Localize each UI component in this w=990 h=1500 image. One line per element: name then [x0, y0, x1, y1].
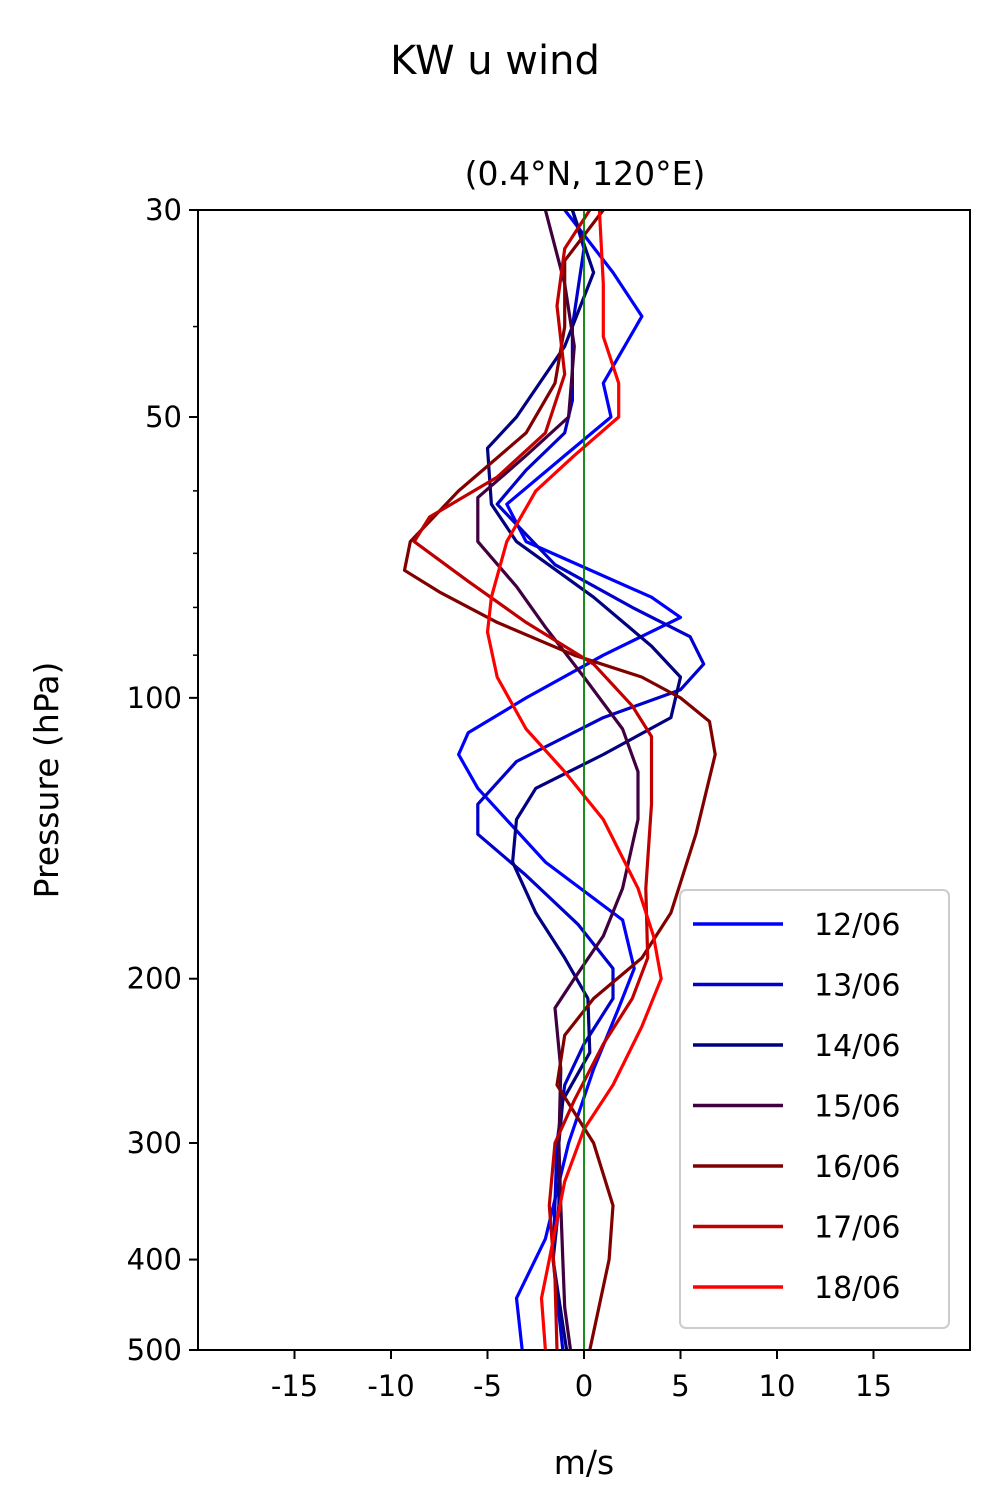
x-axis-label: m/s — [554, 1443, 614, 1482]
series-line-6 — [485, 209, 663, 1351]
y-tick-label: 100 — [127, 681, 182, 715]
x-tick-label: -10 — [367, 1369, 414, 1403]
y-tick-label: 400 — [127, 1243, 182, 1277]
y-axis: 30 50 100 200 300 400 500 — [127, 193, 198, 1367]
x-tick-label: 0 — [575, 1369, 593, 1403]
series-line-4 — [402, 209, 717, 1351]
y-tick-label: 30 — [145, 193, 182, 227]
x-tick-label: 10 — [759, 1369, 796, 1403]
plot-lines — [402, 209, 717, 1351]
y-tick-label: 300 — [127, 1126, 182, 1160]
legend-label: 17/06 — [814, 1211, 900, 1246]
series-line-2 — [485, 209, 683, 1351]
chart-title: (0.4°N, 120°E) — [465, 154, 706, 193]
x-tick-label: -15 — [271, 1369, 318, 1403]
y-tick-label: 500 — [127, 1333, 182, 1367]
legend-label: 12/06 — [814, 908, 900, 943]
y-tick-label: 200 — [127, 962, 182, 996]
legend-label: 16/06 — [814, 1150, 900, 1185]
x-tick-label: 15 — [855, 1369, 892, 1403]
legend-frame — [679, 889, 950, 1329]
y-tick-label: 50 — [145, 400, 182, 434]
x-tick-label: 5 — [671, 1369, 689, 1403]
legend-label: 18/06 — [814, 1271, 900, 1306]
figure-title: KW u wind — [390, 38, 600, 84]
series-line-5 — [412, 209, 654, 1351]
series-line-0 — [457, 209, 683, 1351]
series-line-3 — [476, 209, 640, 1351]
x-tick-label: -5 — [473, 1369, 502, 1403]
legend-label: 13/06 — [814, 969, 900, 1004]
series-line-1 — [476, 209, 706, 1351]
legend-label: 14/06 — [814, 1029, 900, 1064]
legend: 12/06 13/06 14/06 15/06 16/06 17/06 18/06 — [679, 889, 950, 1329]
y-axis-label: Pressure (hPa) — [27, 662, 66, 899]
legend-label: 15/06 — [814, 1090, 900, 1125]
x-axis: -15 -10 -5 0 5 10 15 — [271, 1350, 892, 1403]
